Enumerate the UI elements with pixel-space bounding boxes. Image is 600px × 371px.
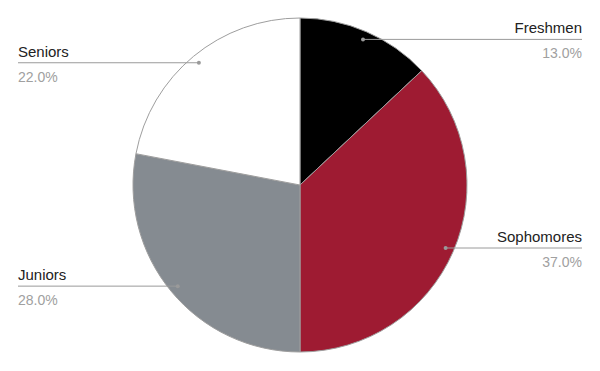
svg-text:Juniors: Juniors xyxy=(18,266,66,283)
svg-text:13.0%: 13.0% xyxy=(542,45,582,61)
svg-text:22.0%: 22.0% xyxy=(18,69,58,85)
svg-text:Freshmen: Freshmen xyxy=(514,19,582,36)
svg-text:Seniors: Seniors xyxy=(18,43,69,60)
svg-text:Sophomores: Sophomores xyxy=(497,228,582,245)
svg-text:37.0%: 37.0% xyxy=(542,254,582,270)
svg-text:28.0%: 28.0% xyxy=(18,292,58,308)
